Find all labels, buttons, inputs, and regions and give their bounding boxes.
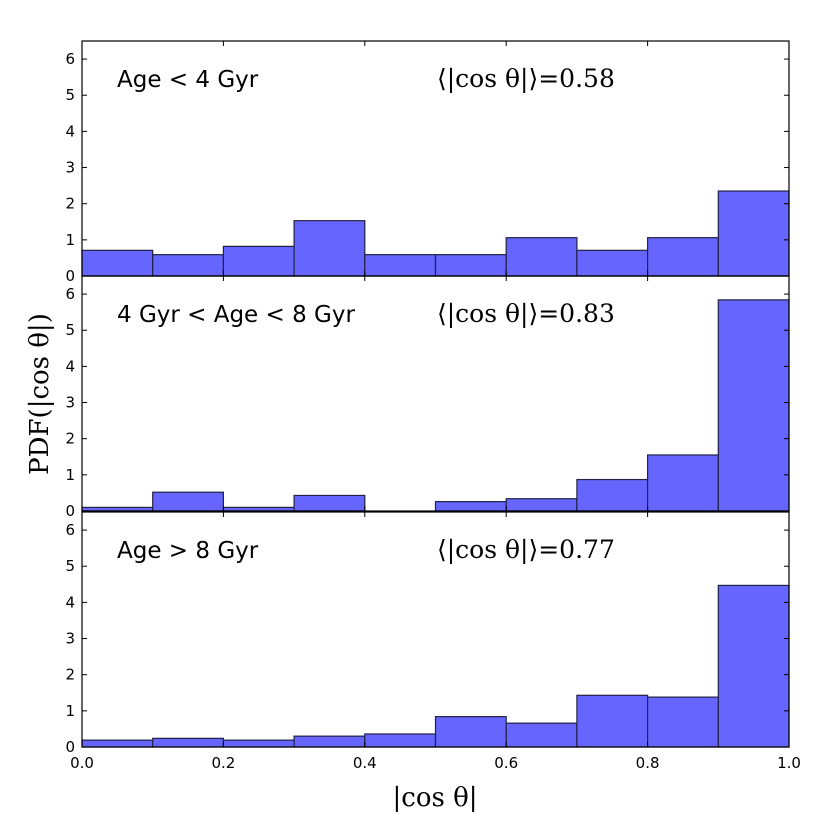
histogram-bar [152, 254, 224, 277]
y-tick-label: 6 [65, 50, 75, 68]
panels-group: 0 1 2 3 4 5 6 Age < 4 Gyr ⟨|cos θ|⟩=0.58 0 1 2 3 4 5 6 4… [65, 40, 790, 756]
x-axis-label: |cos θ| [393, 783, 478, 813]
panel-frame [81, 275, 790, 512]
histogram-bar [152, 737, 224, 748]
y-tick-label: 6 [65, 285, 75, 303]
panel-mean-cos-annotation: ⟨|cos θ|⟩=0.83 [437, 299, 615, 329]
y-tick-label: 4 [65, 357, 75, 375]
histogram-bar [293, 735, 366, 748]
histogram-bar [646, 696, 719, 748]
histogram-bar [364, 254, 437, 277]
x-tick-label: 0.8 [636, 754, 660, 772]
x-tick-label: 0.4 [353, 754, 377, 772]
y-tick-label: 3 [65, 630, 75, 648]
histogram-bar [293, 220, 366, 277]
y-tick-label: 3 [65, 394, 75, 412]
panel-1: 0 1 2 3 4 5 6 Age < 4 Gyr ⟨|cos θ|⟩=0.58 [65, 40, 790, 285]
histogram-bar [717, 299, 790, 512]
y-tick-label: 2 [65, 666, 75, 684]
histogram-bar [434, 716, 507, 748]
histogram-bar [81, 739, 154, 748]
histogram-bar [576, 249, 649, 277]
histogram-bar [576, 478, 649, 512]
histogram-bar [434, 254, 507, 277]
y-tick-label: 0 [65, 738, 75, 756]
panel-frame [81, 511, 790, 748]
y-tick-label: 2 [65, 195, 75, 213]
x-tick-label: 0.2 [211, 754, 235, 772]
y-tick-label: 4 [65, 122, 75, 140]
histogram-bar [505, 722, 578, 748]
panel-mean-cos-annotation: ⟨|cos θ|⟩=0.77 [437, 535, 615, 565]
y-tick-label: 4 [65, 593, 75, 611]
y-tick-label: 3 [65, 159, 75, 177]
histogram-bar [434, 501, 507, 512]
y-axis-label: PDF(|cos θ|) [25, 313, 55, 475]
panel-mean-cos-annotation: ⟨|cos θ|⟩=0.58 [437, 64, 615, 94]
panel-3: 0 1 2 3 4 5 6 Age > 8 Gyr ⟨|cos θ|⟩=0.77 [65, 511, 790, 756]
y-tick-label: 0 [65, 267, 75, 285]
histogram-bar [222, 739, 295, 748]
panel-age-label: Age > 8 Gyr [117, 538, 259, 564]
y-tick-label: 1 [65, 466, 75, 484]
histogram-bar [717, 190, 790, 277]
histogram-bar [505, 498, 578, 512]
x-tick-label: 1.0 [777, 754, 801, 772]
y-tick-label: 5 [65, 86, 75, 104]
x-tick-label: 0.6 [494, 754, 518, 772]
histogram-bar [293, 494, 366, 512]
histogram-bar [717, 584, 790, 748]
y-tick-label: 5 [65, 321, 75, 339]
panel-2: 0 1 2 3 4 5 6 4 Gyr < Age < 8 Gyr ⟨|cos θ|⟩=0.83 [65, 275, 790, 520]
y-tick-label: 1 [65, 702, 75, 720]
panel-age-label: 4 Gyr < Age < 8 Gyr [117, 302, 355, 328]
y-tick-label: 0 [65, 502, 75, 520]
histogram-bar [81, 249, 154, 277]
histogram-bar [646, 454, 719, 512]
x-tick-label: 0.0 [70, 754, 94, 772]
panel-age-label: Age < 4 Gyr [117, 67, 259, 93]
histogram-bar [646, 237, 719, 277]
y-tick-label: 6 [65, 521, 75, 539]
x-ticks-group: 0.0 0.2 0.4 0.6 0.8 1.0 [70, 754, 801, 772]
y-tick-label: 1 [65, 231, 75, 249]
histogram-bar [364, 733, 437, 748]
histogram-bar [152, 491, 224, 512]
histogram-bar [222, 245, 295, 277]
histogram-bar [576, 694, 649, 748]
histogram-bar [505, 237, 578, 277]
y-tick-label: 5 [65, 557, 75, 575]
y-tick-label: 2 [65, 430, 75, 448]
